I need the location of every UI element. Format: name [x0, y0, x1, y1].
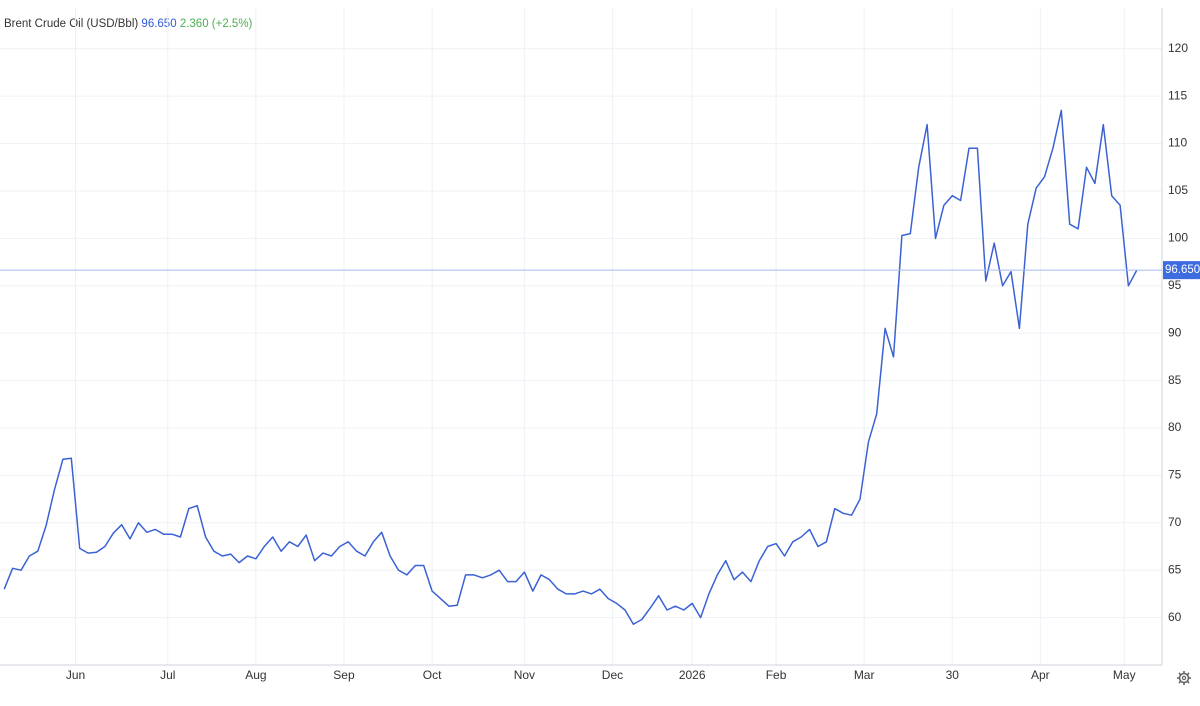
price-line	[3, 109, 1138, 625]
y-tick-label: 60	[1168, 610, 1182, 624]
y-tick-label: 105	[1168, 183, 1188, 197]
y-tick-label: 90	[1168, 325, 1182, 339]
y-tick-label: 65	[1168, 562, 1182, 576]
last-price-label: 96.650	[1165, 264, 1200, 276]
change: 2.360	[180, 18, 209, 30]
x-tick-label: Sep	[333, 668, 355, 682]
y-tick-label: 80	[1168, 420, 1182, 434]
x-tick-label: Nov	[514, 668, 535, 682]
last-price-tag	[1163, 261, 1200, 280]
y-tick-label: 95	[1168, 278, 1182, 292]
y-tick-label: 115	[1168, 88, 1187, 102]
x-tick-label: Aug	[245, 668, 266, 682]
x-tick-label: 30	[946, 668, 960, 682]
y-tick-label: 70	[1168, 515, 1182, 529]
x-tick-label: Jul	[160, 668, 175, 682]
y-tick-label: 85	[1168, 373, 1182, 387]
price: 96.650	[141, 18, 176, 30]
x-tick-label: 2026	[679, 668, 706, 682]
y-tick-label: 120	[1168, 41, 1188, 55]
x-tick-label: Feb	[766, 668, 787, 682]
y-tick-label: 110	[1168, 136, 1187, 150]
change-pct: (+2.5%)	[212, 18, 253, 30]
y-tick-label: 75	[1168, 468, 1182, 482]
x-tick-label: May	[1113, 668, 1136, 682]
x-tick-label: Dec	[602, 668, 623, 682]
settings-icon[interactable]	[1177, 671, 1191, 685]
chart-title: Brent Crude Oil (USD/Bbl) 96.650 2.360 (…	[4, 18, 253, 30]
x-tick-label: Apr	[1031, 668, 1050, 682]
x-tick-label: Oct	[423, 668, 442, 682]
y-tick-label: 100	[1168, 231, 1188, 245]
x-tick-label: Mar	[854, 668, 875, 682]
x-tick-label: Jun	[66, 668, 85, 682]
title: Brent Crude Oil (USD/Bbl)	[4, 18, 138, 30]
